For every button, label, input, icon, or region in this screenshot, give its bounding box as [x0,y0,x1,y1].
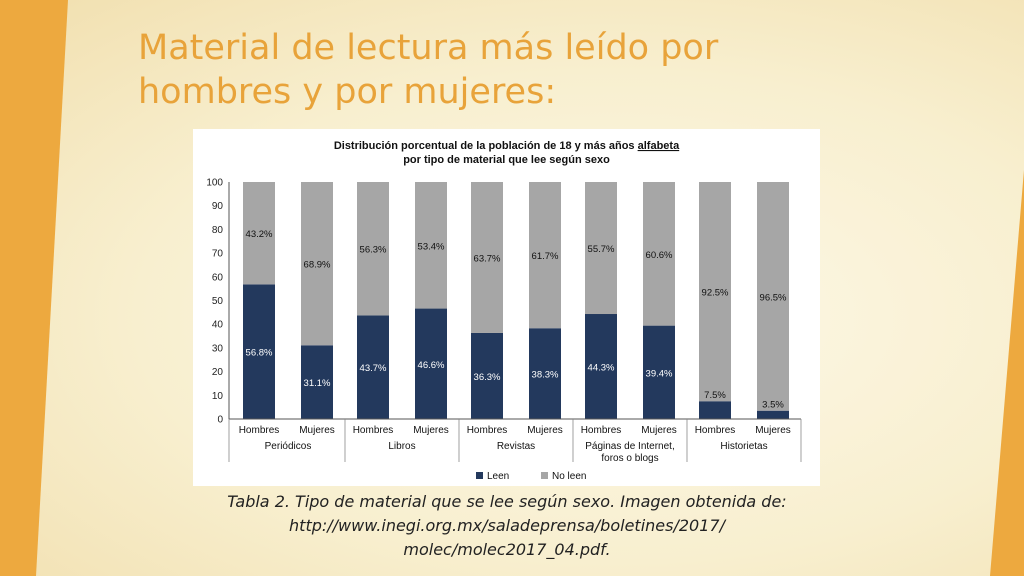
legend-label-no-leen: No leen [552,471,586,482]
bar-no-leen [643,182,675,326]
y-tick-label: 40 [212,320,224,331]
data-label-leen: 39.4% [646,368,673,379]
x-group-label: Libros [388,441,415,452]
y-tick-label: 30 [212,343,224,354]
bar-no-leen [699,182,731,402]
bar-leen [415,308,447,419]
bar-leen [699,401,731,419]
legend-swatch-leen [476,472,483,479]
data-label-no-leen: 68.9% [304,260,331,271]
x-category-label: Mujeres [299,425,335,436]
bar-no-leen [243,182,275,285]
data-label-no-leen: 96.5% [760,292,787,303]
bar-no-leen [757,182,789,411]
data-label-no-leen: 55.7% [588,244,615,255]
bar-no-leen [585,182,617,315]
x-group-label: Páginas de Internet, [585,441,675,452]
bar-no-leen [529,182,561,329]
x-category-label: Hombres [467,425,508,436]
data-label-no-leen: 63.7% [474,253,501,264]
x-category-label: Mujeres [755,425,791,436]
chart-title-line-1: Distribución porcentual de la población … [334,140,680,152]
data-label-leen: 7.5% [704,390,726,401]
bar-leen [585,314,617,419]
x-category-label: Mujeres [641,425,677,436]
y-tick-label: 60 [212,272,224,283]
y-tick-label: 0 [217,415,223,426]
x-category-label: Mujeres [413,425,449,436]
data-label-leen: 46.6% [418,360,445,371]
x-category-label: Mujeres [527,425,563,436]
bar-leen [757,410,789,419]
y-tick-label: 10 [212,391,224,402]
y-tick-label: 100 [206,178,223,189]
bar-leen [529,328,561,419]
x-group-label: Revistas [497,441,535,452]
slide-title: Material de lectura más leído por hombre… [138,28,719,112]
data-label-leen: 3.5% [762,400,784,411]
x-group-label: foros o blogs [601,453,658,464]
bar-leen [643,325,675,419]
bar-leen [301,345,333,419]
right-accent-stripe [990,170,1024,576]
bar-no-leen [301,182,333,346]
legend-swatch-no-leen [541,472,548,479]
data-label-no-leen: 43.2% [246,229,273,240]
x-category-label: Hombres [239,425,280,436]
bar-no-leen [415,182,447,309]
x-category-label: Hombres [353,425,394,436]
y-tick-label: 20 [212,367,224,378]
data-label-no-leen: 61.7% [532,251,559,262]
chart-image: Distribución porcentual de la población … [193,129,820,486]
bar-leen [357,315,389,419]
figure-caption: Tabla 2. Tipo de material que se lee seg… [227,492,787,559]
x-group-label: Periódicos [265,441,312,452]
legend-label-leen: Leen [487,471,509,482]
data-label-leen: 56.8% [246,348,273,359]
bar-leen [471,332,503,419]
x-group-label: Historietas [720,441,767,452]
stacked-bar-chart: Distribución porcentual de la población … [206,140,802,482]
bar-no-leen [471,182,503,333]
y-tick-label: 70 [212,249,224,260]
data-label-leen: 38.3% [532,370,559,381]
y-tick-label: 50 [212,296,224,307]
data-label-no-leen: 53.4% [418,241,445,252]
data-label-leen: 43.7% [360,363,387,374]
y-tick-label: 90 [212,201,224,212]
left-accent-stripe [0,0,68,576]
x-category-label: Hombres [581,425,622,436]
data-label-no-leen: 60.6% [646,250,673,261]
bar-leen [243,284,275,419]
data-label-no-leen: 92.5% [702,288,729,299]
data-label-leen: 44.3% [588,363,615,374]
y-tick-label: 80 [212,225,224,236]
data-label-leen: 31.1% [304,378,331,389]
data-label-leen: 36.3% [474,372,501,383]
chart-title-line-2: por tipo de material que lee según sexo [403,154,610,166]
bar-no-leen [357,182,389,316]
x-category-label: Hombres [695,425,736,436]
data-label-no-leen: 56.3% [360,245,387,256]
